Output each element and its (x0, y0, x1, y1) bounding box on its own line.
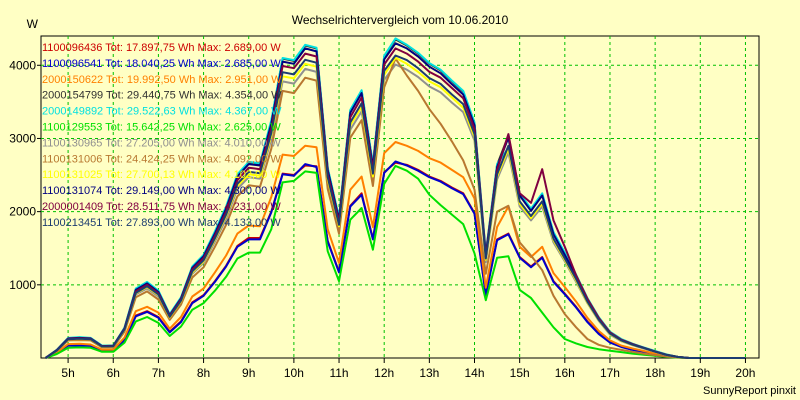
legend-entry: 2000001409 Tot: 28.511,75 Wh Max: 4.231,… (42, 201, 281, 213)
series-line-2 (45, 160, 746, 359)
series-line-12 (44, 54, 746, 359)
x-tick-label: 10h (284, 366, 304, 380)
x-tick-label: 9h (242, 366, 255, 380)
y-tick-label: 3000 (9, 131, 36, 145)
x-tick-label: 17h (600, 366, 620, 380)
x-tick-label: 18h (645, 366, 665, 380)
x-tick-label: 15h (510, 366, 530, 380)
legend-entry: 1100131074 Tot: 29.149,00 Wh Max: 4.300,… (42, 185, 281, 197)
footer-credit: SunnyReport pinxit (703, 385, 796, 397)
legend-entry: 1100131006 Tot: 24.424,25 Wh Max: 4.092,… (42, 153, 281, 165)
legend-entry: 1100213451 Tot: 27.893,00 Wh Max: 4.133,… (42, 217, 281, 229)
y-tick-label: 2000 (9, 205, 36, 219)
legend-entry: 1100096436 Tot: 17.897,75 Wh Max: 2.689,… (42, 42, 281, 54)
x-tick-label: 7h (152, 366, 165, 380)
legend-entry: 2000154799 Tot: 29.440,75 Wh Max: 4.354,… (42, 90, 282, 102)
legend-entry: 2000149892 Tot: 29.522,63 Wh Max: 4.367,… (42, 106, 282, 118)
axis-layer: 5h 6h 7h 8h 9h 10h 11h 12h 13h 14h 15h 16h 17h 18h 19h… (9, 58, 755, 380)
x-tick-label: 6h (107, 366, 120, 380)
x-tick-label: 11h (329, 366, 348, 380)
x-tick-label: 12h (374, 366, 394, 380)
legend-entry: 1100096541 Tot: 18.040,25 Wh Max: 2.685,… (42, 58, 281, 70)
y-axis-label: W (27, 17, 39, 31)
legend: 1100096436 Tot: 17.897,75 Wh Max: 2.689,… (42, 42, 282, 229)
legend-entry: 1100131025 Tot: 27.700,13 Wh Max: 4.102,… (42, 169, 281, 181)
x-tick-label: 5h (61, 366, 74, 380)
x-tick-label: 8h (197, 366, 210, 380)
series-line-6 (45, 164, 746, 359)
series-layer (44, 37, 746, 359)
series-line-3 (45, 141, 746, 359)
y-tick-label: 1000 (9, 278, 36, 292)
x-tick-label: 20h (735, 366, 755, 380)
x-tick-label: 16h (555, 366, 575, 380)
x-tick-label: 14h (464, 366, 484, 380)
legend-entry: 1100130965 Tot: 27.205,00 Wh Max: 4.010,… (42, 137, 281, 149)
x-tick-label: 19h (690, 366, 710, 380)
chart-title: Wechselrichtervergleich vom 10.06.2010 (292, 13, 509, 27)
legend-entry: 2000150622 Tot: 19.992,50 Wh Max: 2.951,… (42, 74, 282, 86)
y-tick-label: 4000 (9, 58, 36, 72)
x-tick-label: 13h (419, 366, 439, 380)
legend-entry: 1100129553 Tot: 15.642,25 Wh Max: 2.625,… (42, 122, 281, 134)
